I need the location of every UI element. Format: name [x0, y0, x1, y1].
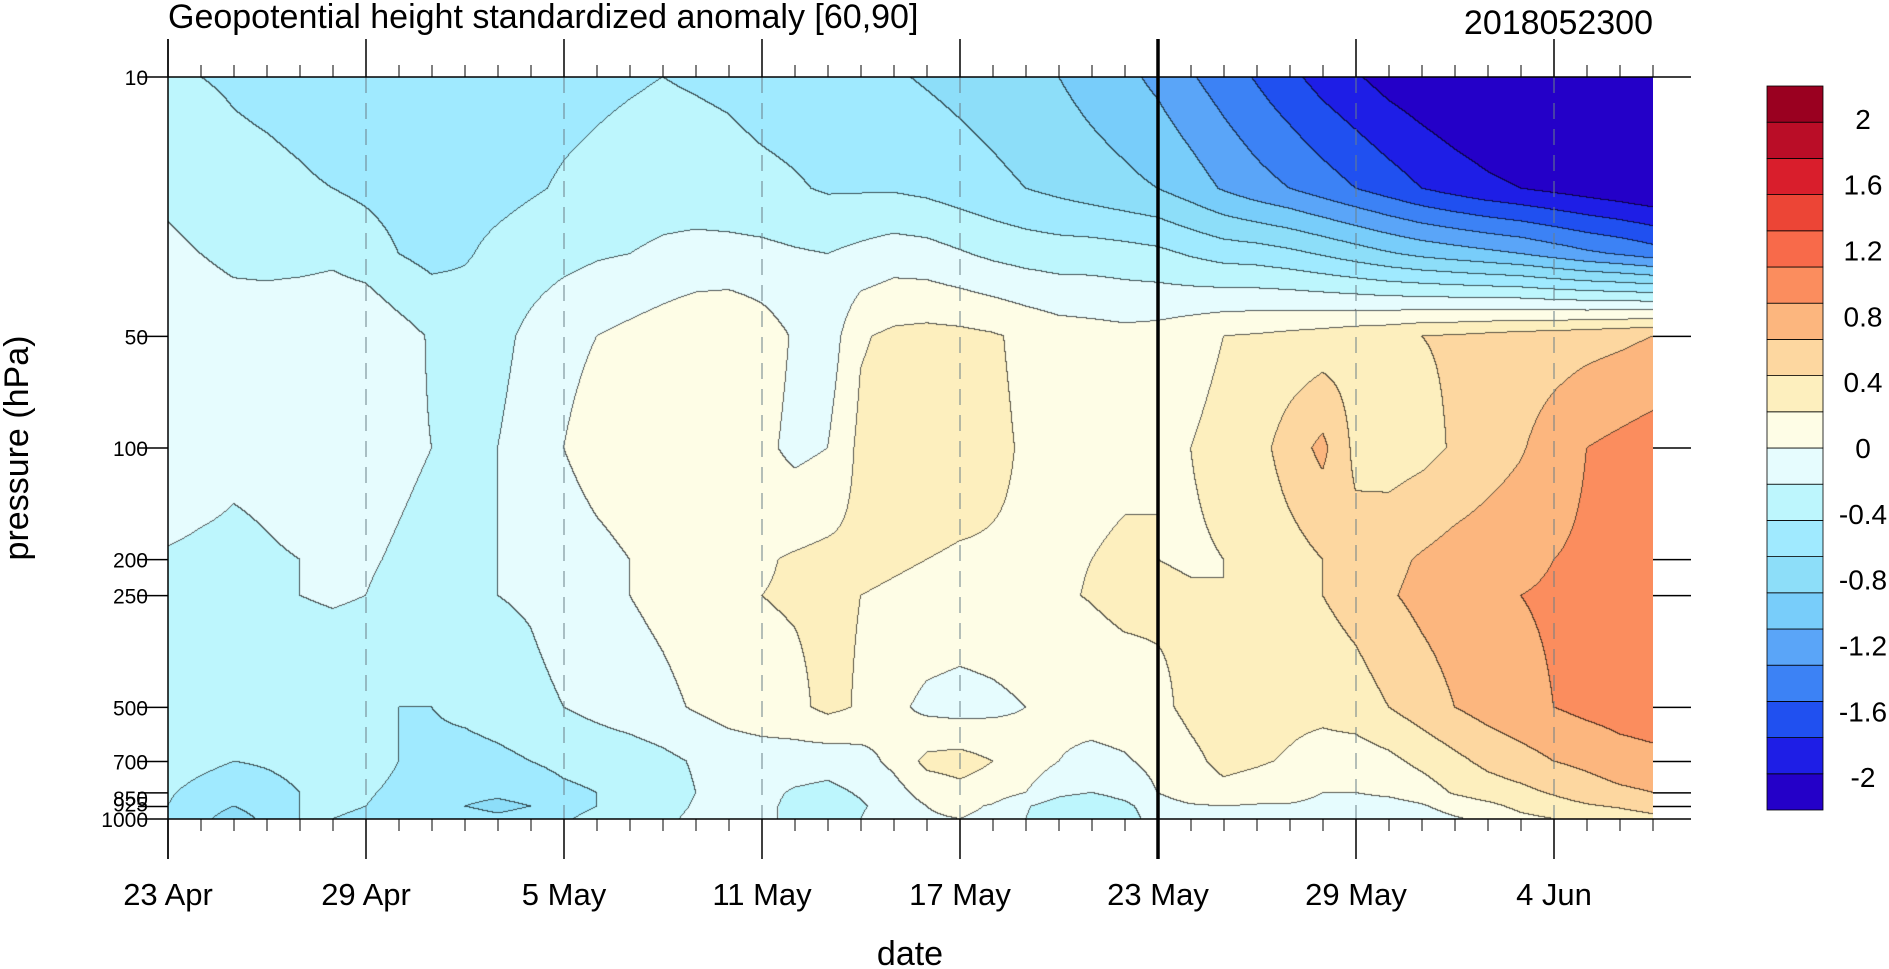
colorbar-swatch [1766, 664, 1824, 702]
y-tick-label: 925 [113, 793, 148, 816]
y-tick-label: 50 [125, 326, 148, 349]
x-tick-label: 29 May [1305, 877, 1407, 912]
x-tick-label: 5 May [522, 877, 607, 912]
y-tick-label: 700 [113, 752, 148, 775]
y-tick-label: 100 [113, 438, 148, 461]
colorbar: -2 -1.6 -1.2 -0.8 -0.4 0 0.4 0.8 1.2 1.6 2 [1766, 85, 1887, 811]
colorbar-swatch [1766, 556, 1824, 594]
contour-field [168, 77, 1653, 819]
colorbar-swatch [1766, 411, 1824, 449]
colorbar-tick-label: -1.2 [1839, 630, 1887, 661]
colorbar-tick-label: 0 [1855, 433, 1871, 464]
colorbar-tick-label: 0.4 [1844, 367, 1883, 398]
run-label: 2018052300 [1464, 4, 1653, 42]
x-tick-label: 23 May [1107, 877, 1209, 912]
x-axis: 23 Apr 29 Apr 5 May 11 May 17 May 23 May 29 Ma… [123, 39, 1654, 912]
x-tick-label: 17 May [909, 877, 1011, 912]
colorbar-swatch [1766, 447, 1824, 485]
colorbar-swatch [1766, 520, 1824, 558]
colorbar-swatch [1766, 592, 1824, 630]
colorbar-tick-label: 2 [1855, 104, 1871, 135]
y-tick-label: 250 [113, 586, 148, 609]
colorbar-tick-label: -2 [1851, 762, 1876, 793]
colorbar-swatch [1766, 85, 1824, 123]
colorbar-swatch [1766, 302, 1824, 340]
x-tick-label: 29 Apr [321, 877, 411, 912]
x-tick-label: 23 Apr [123, 877, 213, 912]
colorbar-swatch [1766, 194, 1824, 232]
y-tick-label: 1000 [101, 809, 148, 832]
colorbar-swatch [1766, 157, 1824, 195]
colorbar-tick-label: 1.6 [1844, 170, 1883, 201]
y-tick-label: 10 [125, 67, 148, 90]
colorbar-tick-label: -0.4 [1839, 499, 1887, 530]
x-axis-title: date [877, 935, 943, 969]
y-tick-label: 850 [113, 788, 148, 811]
colorbar-swatch [1766, 737, 1824, 775]
colorbar-swatch [1766, 773, 1824, 811]
colorbar-swatch [1766, 230, 1824, 268]
colorbar-tick-label: -0.8 [1839, 565, 1887, 596]
x-tick-label: 4 Jun [1516, 877, 1592, 912]
y-tick-label: 200 [113, 550, 148, 573]
plot-area [167, 39, 1653, 859]
colorbar-swatch [1766, 266, 1824, 304]
colorbar-swatch [1766, 483, 1824, 521]
colorbar-tick-label: 1.2 [1844, 236, 1883, 267]
x-tick-label: 11 May [712, 877, 812, 912]
colorbar-swatch [1766, 338, 1824, 376]
colorbar-tick-label: -1.6 [1839, 696, 1887, 727]
y-tick-label: 500 [113, 697, 148, 720]
colorbar-swatch [1766, 121, 1824, 159]
colorbar-swatch [1766, 375, 1824, 413]
colorbar-tick-label: 0.8 [1844, 301, 1883, 332]
y-axis-title: pressure (hPa) [0, 336, 36, 561]
chart-title: Geopotential height standardized anomaly… [168, 0, 918, 36]
colorbar-swatch [1766, 628, 1824, 666]
colorbar-swatch [1766, 701, 1824, 739]
